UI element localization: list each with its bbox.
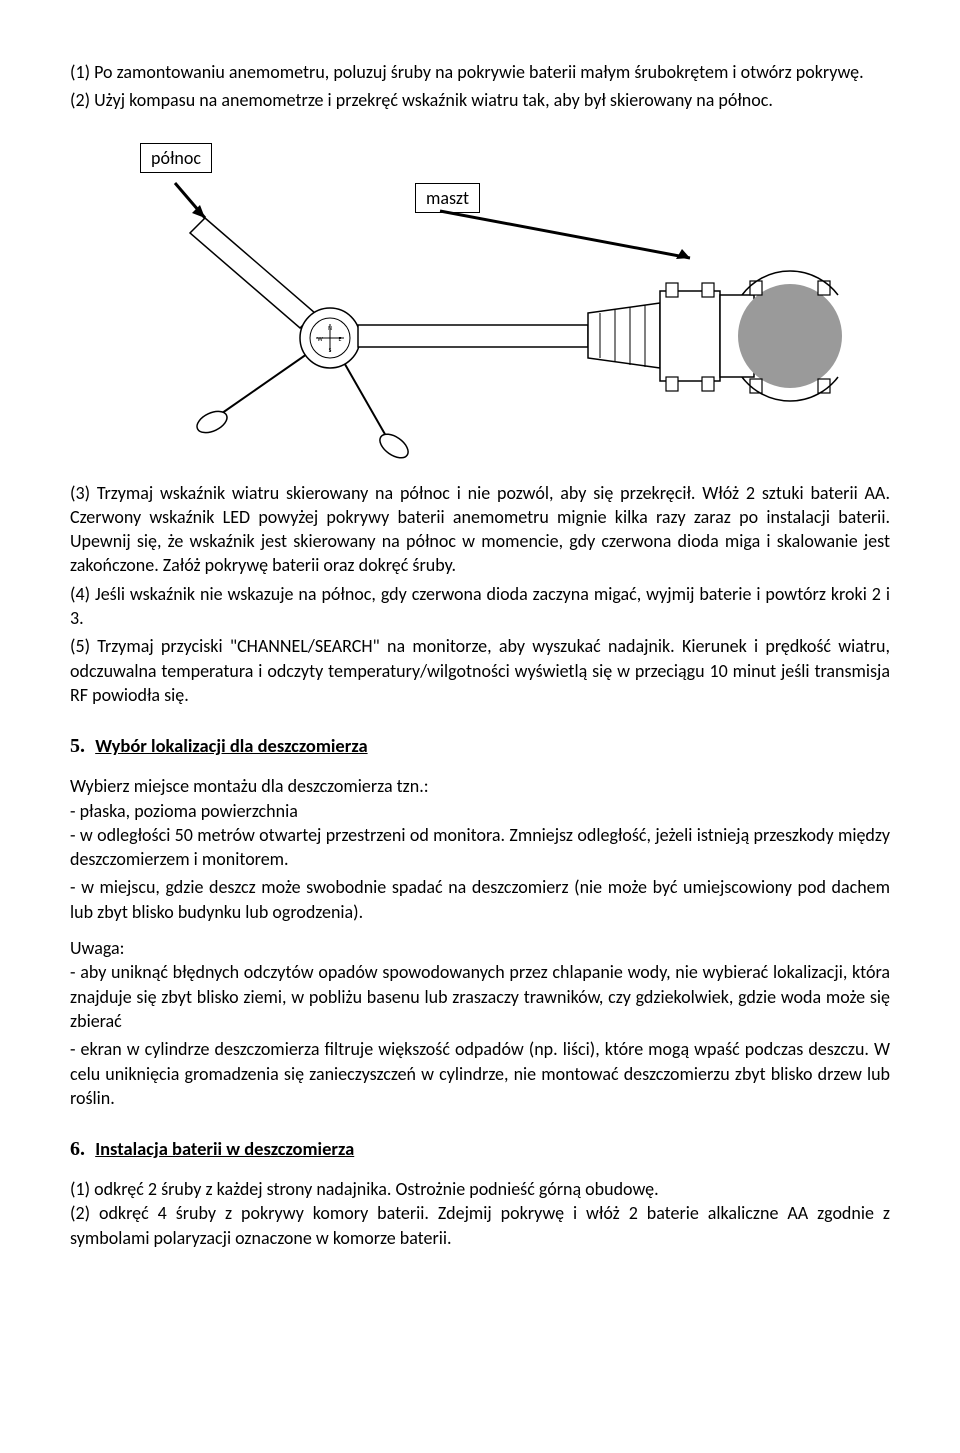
sec6-step-1: (1) odkręć 2 śruby z każdej strony nadaj…	[70, 1177, 890, 1201]
svg-text:N: N	[328, 324, 332, 332]
step-5-text: (5) Trzymaj przyciski "CHANNEL/SEARCH" n…	[70, 634, 890, 707]
step-3-text: (3) Trzymaj wskaźnik wiatru skierowany n…	[70, 481, 890, 578]
sec5-note-1: - aby uniknąć błędnych odczytów opadów s…	[70, 960, 890, 1033]
section-6-num: 6.	[70, 1138, 85, 1160]
section-6-title: Instalacja baterii w deszczomierza	[95, 1137, 354, 1160]
sec5-note-label: Uwaga:	[70, 936, 890, 960]
svg-text:S: S	[329, 346, 332, 354]
step-2-text: (2) Użyj kompasu na anemometrze i przekr…	[70, 88, 890, 112]
svg-text:W: W	[317, 335, 323, 343]
section-6-body: (1) odkręć 2 śruby z każdej strony nadaj…	[70, 1177, 890, 1250]
section-5-body: Wybierz miejsce montażu dla deszczomierz…	[70, 774, 890, 924]
anemometer-diagram: północ maszt N S E W	[70, 133, 890, 463]
section-5-note: Uwaga: - aby uniknąć błędnych odczytów o…	[70, 936, 890, 1110]
sec5-bullet-1: - płaska, pozioma powierzchnia	[70, 799, 890, 823]
section-5-heading: 5. Wybór lokalizacji dla deszczomierza	[70, 733, 890, 760]
sec6-step-2: (2) odkręć 4 śruby z pokrywy komory bate…	[70, 1201, 890, 1250]
sec5-bullet-2: - w odległości 50 metrów otwartej przest…	[70, 823, 890, 872]
section-6-heading: 6. Instalacja baterii w deszczomierza	[70, 1136, 890, 1163]
svg-text:E: E	[339, 335, 342, 343]
step-4-text: (4) Jeśli wskaźnik nie wskazuje na półno…	[70, 582, 890, 631]
section-5-title: Wybór lokalizacji dla deszczomierza	[95, 734, 367, 757]
section-5-num: 5.	[70, 735, 85, 757]
step-1-text: (1) Po zamontowaniu anemometru, poluzuj …	[70, 60, 890, 84]
sec5-intro: Wybierz miejsce montażu dla deszczomierz…	[70, 774, 890, 798]
sec5-note-2: - ekran w cylindrze deszczomierza filtru…	[70, 1037, 890, 1110]
sec5-bullet-3: - w miejscu, gdzie deszcz może swobodnie…	[70, 875, 890, 924]
anemometer-svg: N S E W	[70, 163, 890, 463]
